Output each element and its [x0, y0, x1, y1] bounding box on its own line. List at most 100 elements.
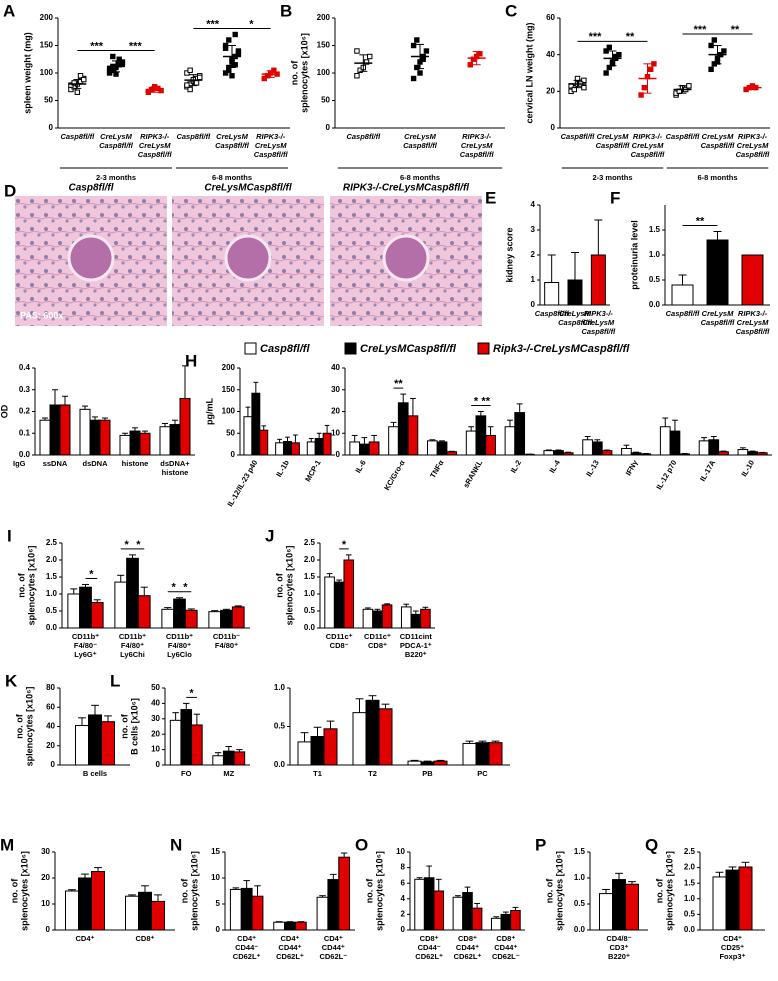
x-tick-label: CD8⁺ — [458, 934, 477, 943]
x-tick-label: KC/Gro-α — [382, 458, 407, 492]
x-tick-label: CD62L⁻ — [319, 952, 347, 961]
y-axis-label: splenocytes [x10⁶] — [284, 546, 294, 626]
x-tick-label: CD4⁺ — [324, 934, 343, 943]
bar — [251, 895, 264, 931]
y-tick-label: 0 — [326, 123, 331, 132]
y-axis-label: splenocytes [x10⁶] — [189, 851, 199, 931]
x-tick-label: CD44⁺ — [278, 943, 301, 952]
y-tick-label: 0 — [231, 450, 236, 459]
bar — [78, 877, 92, 931]
y-axis-label: B cells [x10⁶] — [129, 698, 139, 755]
y-tick-label: 30 — [151, 714, 160, 723]
bar — [343, 559, 355, 629]
x-tick-label: CD11b⁺ — [166, 632, 193, 641]
data-point — [113, 71, 119, 77]
x-tick-label: RIPK3-/- — [738, 309, 768, 318]
panel-letter: Q — [645, 835, 658, 854]
data-point — [638, 92, 644, 98]
y-tick-label: 20 — [41, 873, 50, 882]
y-axis-label: splenocytes [x10⁶] — [299, 33, 309, 113]
bar — [625, 883, 639, 931]
significance-label: * — [189, 687, 194, 699]
panel-letter: A — [3, 1, 15, 20]
x-tick-label: CD4⁺ — [281, 934, 300, 943]
bar — [297, 741, 312, 766]
data-point — [81, 76, 87, 83]
y-tick-label: 5 — [216, 899, 221, 908]
y-tick-label: 150 — [317, 41, 331, 50]
x-tick-label: Casp8fl/fl — [701, 141, 736, 150]
x-tick-label: F4/80⁻ — [74, 641, 97, 650]
x-tick-label: F4/80⁺ — [121, 641, 144, 650]
data-point — [708, 66, 714, 73]
bar — [362, 608, 374, 629]
y-tick-label: 10 — [331, 428, 340, 437]
significance-label: * — [249, 18, 254, 30]
x-tick-label: PB — [422, 769, 433, 778]
y-axis-label: splenocytes [x10⁶] — [19, 851, 29, 931]
data-point — [603, 70, 609, 76]
bar — [738, 866, 753, 931]
x-tick-label: Casp8fl/fl — [701, 318, 736, 327]
y-axis-label: spleen weight (mg) — [22, 32, 32, 114]
bar — [510, 910, 521, 931]
y-tick-label: 2.5 — [46, 538, 58, 547]
data-point — [193, 80, 200, 86]
stain-label: PAS: 600x — [20, 310, 63, 320]
legend-swatch — [344, 342, 357, 355]
bar — [553, 450, 564, 456]
x-tick-label: CreLysM — [559, 309, 591, 318]
y-tick-label: 50 — [44, 96, 53, 105]
bar — [275, 442, 285, 456]
y-axis-label: kidney score — [504, 227, 514, 282]
x-tick-label: Casp8fl/fl — [460, 150, 495, 159]
bar — [725, 869, 740, 931]
x-tick-label: T1 — [313, 769, 322, 778]
x-tick-label: CD62L⁺ — [233, 952, 261, 961]
y-axis-label: splenocytes [x10⁶] — [26, 546, 36, 626]
bar — [414, 878, 425, 931]
bar — [378, 708, 393, 766]
bar — [90, 602, 104, 629]
bar — [388, 426, 399, 456]
data-point — [648, 66, 654, 73]
panel-letter: E — [485, 188, 496, 207]
x-tick-label: CreLysM — [597, 132, 629, 141]
y-tick-label: 0.0 — [19, 450, 31, 459]
x-tick-label: sRANKL — [461, 458, 484, 489]
bar — [543, 450, 555, 456]
x-tick-label: CD3⁺ — [610, 943, 629, 952]
y-tick-label: 100 — [317, 68, 331, 77]
bar — [125, 895, 139, 931]
y-tick-label: 2.0 — [46, 555, 58, 564]
y-tick-label: 0 — [216, 925, 221, 934]
y-tick-label: 0 — [401, 925, 406, 934]
bar — [169, 719, 182, 766]
y-tick-label: 20 — [331, 407, 340, 416]
bar — [243, 416, 253, 456]
x-tick-label: B cells — [83, 769, 107, 778]
y-tick-label: 1.5 — [649, 225, 661, 234]
x-tick-label: IL-12 p70 — [654, 458, 678, 491]
bar — [562, 452, 574, 456]
y-tick-label: 1.5 — [574, 847, 586, 856]
significance-label: *** — [589, 31, 603, 43]
y-tick-label: 2 — [531, 250, 536, 259]
significance-label: *** — [694, 24, 708, 36]
bar — [220, 609, 233, 629]
bar — [180, 709, 193, 766]
data-point — [470, 56, 477, 62]
x-tick-label: CD62L⁺ — [276, 952, 304, 961]
x-tick-label: IL-17A — [698, 458, 718, 483]
bar — [137, 595, 151, 629]
bar — [79, 586, 92, 629]
bar — [708, 439, 720, 456]
y-tick-label: 30 — [331, 385, 340, 394]
x-tick-label: CD4/8⁻ — [606, 934, 631, 943]
y-axis-label: splenocytes [x10⁶] — [374, 851, 384, 931]
y-tick-label: 2 — [401, 910, 406, 919]
y-tick-label: 1.0 — [304, 589, 316, 598]
x-tick-label: CreLysM — [737, 318, 769, 327]
y-tick-label: 1.0 — [649, 250, 661, 259]
x-tick-label: dsDNA+ — [160, 459, 190, 468]
